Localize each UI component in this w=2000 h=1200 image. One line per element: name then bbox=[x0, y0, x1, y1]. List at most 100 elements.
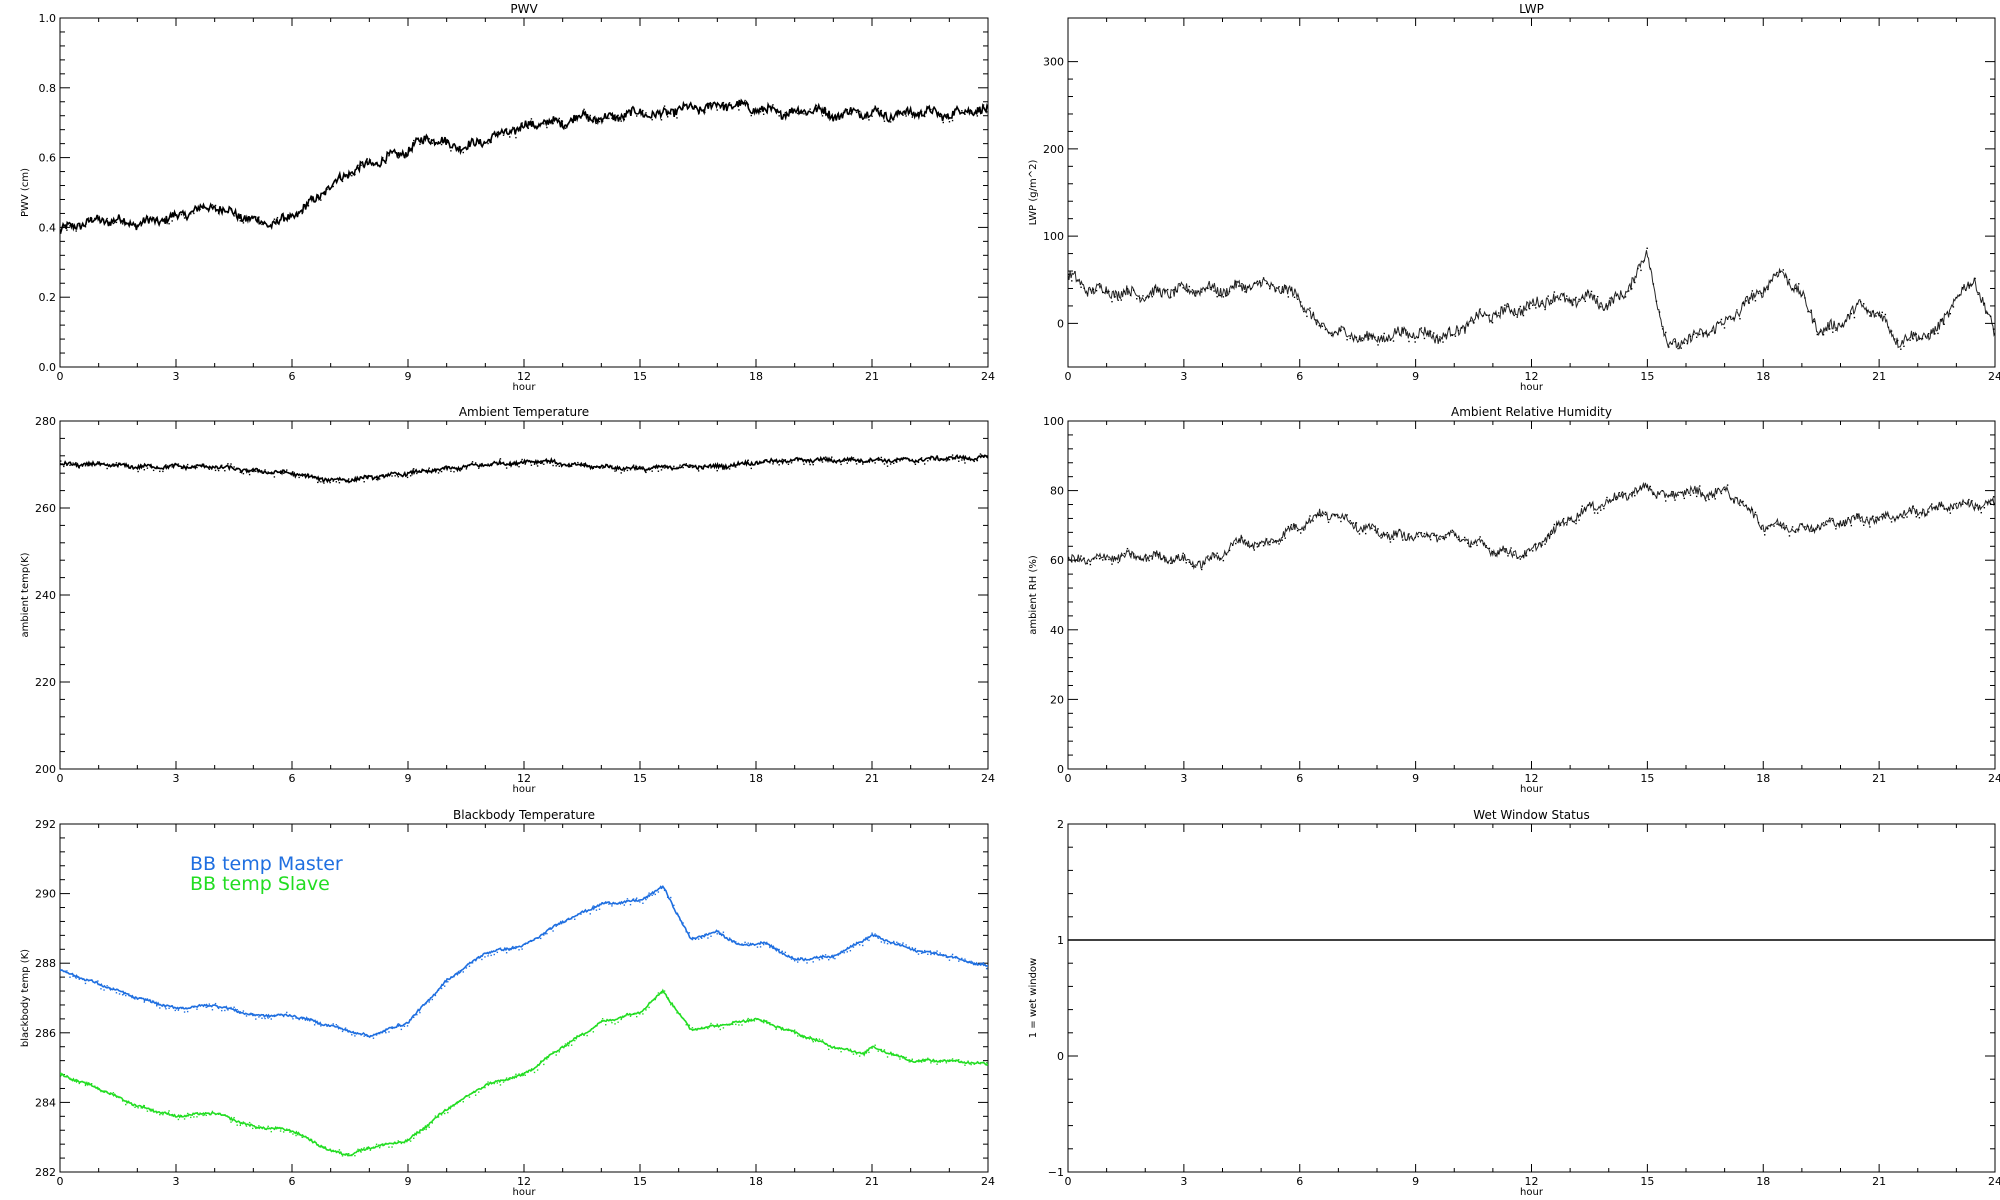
data-point bbox=[1600, 509, 1602, 511]
data-point bbox=[651, 894, 653, 897]
data-point bbox=[106, 1091, 108, 1093]
data-point bbox=[97, 461, 99, 463]
data-point bbox=[90, 1083, 93, 1085]
data-point bbox=[852, 107, 855, 109]
data-point bbox=[1482, 542, 1484, 545]
data-point bbox=[174, 1115, 176, 1118]
data-point bbox=[874, 933, 876, 935]
data-point bbox=[152, 469, 155, 472]
data-point bbox=[1256, 546, 1259, 548]
data-point bbox=[555, 465, 557, 467]
data-point bbox=[837, 1047, 839, 1049]
data-point bbox=[1562, 293, 1565, 295]
data-point bbox=[360, 164, 362, 166]
data-point bbox=[570, 120, 573, 122]
data-point bbox=[419, 471, 421, 473]
data-point bbox=[255, 470, 257, 473]
data-point bbox=[629, 1015, 632, 1017]
data-point bbox=[524, 463, 526, 465]
data-point bbox=[797, 112, 799, 115]
data-point bbox=[63, 1073, 65, 1076]
data-point bbox=[258, 469, 260, 471]
data-point bbox=[323, 1024, 325, 1027]
data-point bbox=[642, 109, 644, 112]
data-point bbox=[945, 1062, 948, 1064]
data-point bbox=[1832, 519, 1834, 522]
data-point bbox=[893, 118, 895, 121]
data-point bbox=[478, 955, 480, 958]
data-point bbox=[440, 987, 443, 990]
data-point bbox=[202, 1114, 204, 1117]
data-point bbox=[899, 460, 901, 462]
data-point bbox=[1380, 537, 1382, 539]
data-point bbox=[744, 462, 746, 464]
data-point bbox=[416, 472, 418, 475]
data-point bbox=[824, 954, 827, 956]
data-point bbox=[298, 212, 300, 214]
data-point bbox=[908, 946, 910, 948]
data-point bbox=[558, 465, 560, 467]
data-point bbox=[478, 142, 480, 144]
data-point bbox=[459, 470, 461, 472]
data-point bbox=[193, 466, 195, 468]
data-point bbox=[1881, 513, 1883, 516]
data-point bbox=[1937, 332, 1939, 335]
data-point bbox=[431, 470, 434, 472]
data-point bbox=[595, 909, 598, 911]
data-point bbox=[1760, 292, 1763, 294]
data-point bbox=[1909, 510, 1911, 512]
data-point bbox=[1952, 306, 1955, 308]
x-tick-label: 18 bbox=[749, 772, 763, 785]
chart-title: Ambient Temperature bbox=[459, 405, 589, 419]
data-point bbox=[196, 466, 198, 469]
data-point bbox=[1303, 310, 1305, 313]
data-point bbox=[267, 1017, 269, 1019]
data-point bbox=[267, 1125, 269, 1128]
data-point bbox=[617, 114, 619, 117]
data-point bbox=[756, 1018, 759, 1020]
data-point bbox=[378, 478, 381, 480]
data-point bbox=[691, 1027, 694, 1029]
data-point bbox=[942, 458, 944, 460]
data-point bbox=[701, 1026, 703, 1029]
data-point bbox=[165, 1112, 167, 1114]
data-point bbox=[840, 463, 842, 466]
data-point bbox=[936, 112, 938, 114]
data-point bbox=[806, 459, 808, 461]
data-point bbox=[701, 937, 703, 939]
data-point bbox=[1160, 295, 1163, 298]
data-point bbox=[1822, 334, 1825, 336]
data-point bbox=[577, 116, 579, 119]
data-point bbox=[1866, 516, 1868, 519]
data-point bbox=[1992, 496, 1995, 498]
y-tick-label: 260 bbox=[35, 502, 56, 515]
data-point bbox=[1553, 291, 1556, 293]
data-point bbox=[1643, 486, 1645, 488]
data-point bbox=[710, 467, 712, 469]
data-point bbox=[546, 459, 548, 461]
data-point bbox=[248, 1013, 251, 1015]
data-point bbox=[1358, 338, 1361, 340]
data-point bbox=[874, 462, 876, 464]
data-point bbox=[747, 942, 749, 944]
data-point bbox=[1974, 277, 1976, 280]
data-point bbox=[1179, 559, 1181, 561]
data-point bbox=[459, 970, 461, 972]
data-point bbox=[1717, 487, 1720, 490]
data-point bbox=[1924, 514, 1927, 517]
data-point bbox=[973, 460, 975, 463]
data-point bbox=[778, 115, 780, 117]
data-point bbox=[69, 464, 71, 467]
data-point bbox=[530, 940, 533, 943]
data-point bbox=[174, 1009, 176, 1012]
data-point bbox=[1463, 536, 1466, 539]
data-point bbox=[459, 146, 461, 148]
data-point bbox=[168, 1110, 170, 1112]
data-point bbox=[1139, 297, 1141, 299]
data-point bbox=[190, 1116, 192, 1119]
data-point bbox=[567, 917, 570, 920]
data-point bbox=[121, 463, 124, 465]
data-point bbox=[889, 463, 892, 465]
data-point bbox=[382, 1143, 384, 1145]
data-point bbox=[400, 1028, 403, 1031]
